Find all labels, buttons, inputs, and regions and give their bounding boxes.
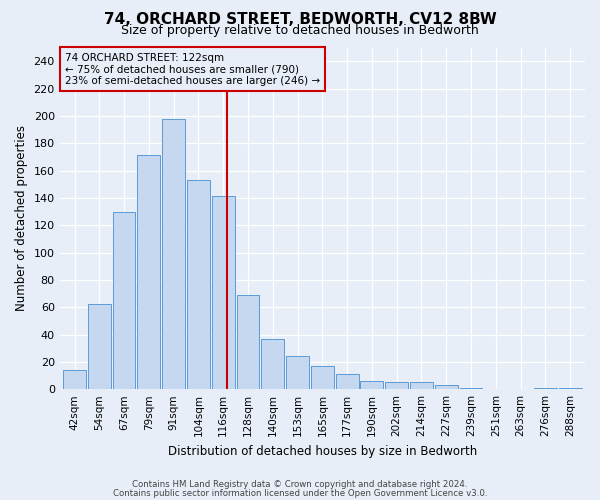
Text: Size of property relative to detached houses in Bedworth: Size of property relative to detached ho… <box>121 24 479 37</box>
Bar <box>137 156 160 389</box>
Bar <box>385 382 408 389</box>
Text: Contains HM Land Registry data © Crown copyright and database right 2024.: Contains HM Land Registry data © Crown c… <box>132 480 468 489</box>
Bar <box>361 381 383 389</box>
Y-axis label: Number of detached properties: Number of detached properties <box>15 126 28 312</box>
Bar <box>336 374 359 389</box>
Bar <box>262 338 284 389</box>
Text: 74, ORCHARD STREET, BEDWORTH, CV12 8BW: 74, ORCHARD STREET, BEDWORTH, CV12 8BW <box>104 12 496 28</box>
Text: Contains public sector information licensed under the Open Government Licence v3: Contains public sector information licen… <box>113 488 487 498</box>
Bar <box>88 304 111 389</box>
Bar <box>187 180 210 389</box>
Bar <box>410 382 433 389</box>
Bar <box>534 388 557 389</box>
Bar <box>460 388 482 389</box>
Bar <box>63 370 86 389</box>
X-axis label: Distribution of detached houses by size in Bedworth: Distribution of detached houses by size … <box>168 444 477 458</box>
Bar <box>435 385 458 389</box>
Bar <box>212 196 235 389</box>
Bar <box>113 212 136 389</box>
Bar <box>559 388 581 389</box>
Bar <box>311 366 334 389</box>
Bar <box>162 118 185 389</box>
Bar <box>286 356 309 389</box>
Text: 74 ORCHARD STREET: 122sqm
← 75% of detached houses are smaller (790)
23% of semi: 74 ORCHARD STREET: 122sqm ← 75% of detac… <box>65 52 320 86</box>
Bar <box>236 295 259 389</box>
